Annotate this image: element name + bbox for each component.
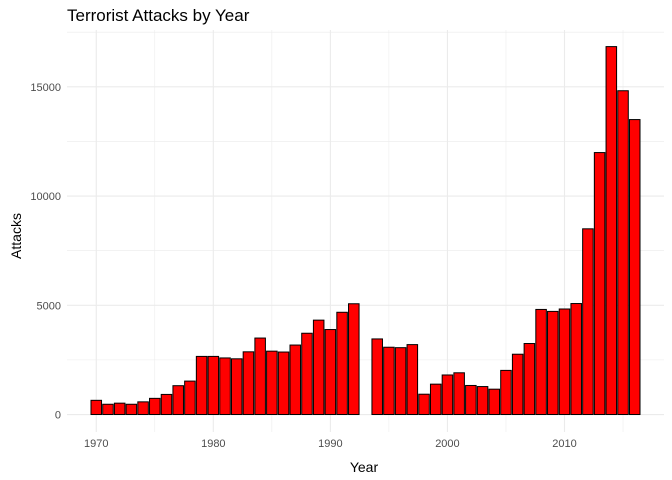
bar-2014 [605, 46, 618, 416]
y-tick-label: 10000 [30, 191, 61, 203]
bar-2007 [523, 343, 536, 416]
bar-1971 [102, 403, 114, 416]
bar-1982 [230, 358, 243, 416]
bar-1989 [312, 319, 325, 416]
bar-1986 [277, 351, 290, 416]
bar-1983 [242, 351, 255, 416]
bar-2010 [558, 308, 571, 416]
bar-1972 [113, 402, 126, 416]
chart-title: Terrorist Attacks by Year [67, 6, 250, 25]
bar-1974 [137, 401, 149, 416]
bar-2000 [441, 374, 454, 416]
bar-2006 [511, 353, 524, 416]
bar-1981 [219, 357, 231, 416]
y-axis-title: Attacks [8, 213, 24, 259]
bar-1979 [195, 355, 208, 416]
bar-2005 [500, 369, 512, 416]
y-tick-label: 0 [55, 410, 61, 422]
x-tick-label: 1970 [84, 438, 108, 450]
bar-1995 [383, 346, 395, 416]
bar-1994 [371, 338, 383, 416]
bar-2012 [582, 228, 594, 416]
bar-1970 [90, 399, 103, 416]
x-tick-label: 1980 [201, 438, 225, 450]
bar-1984 [254, 337, 266, 416]
bar-2011 [570, 303, 582, 416]
bar-1992 [348, 303, 360, 416]
bars [90, 46, 641, 416]
y-tick-label: 15000 [30, 82, 61, 94]
bar-1977 [172, 385, 184, 416]
bar-2002 [465, 384, 477, 416]
bar-1980 [207, 355, 220, 416]
y-tick-label: 5000 [37, 300, 61, 312]
bar-1990 [324, 329, 337, 416]
bar-1985 [266, 350, 278, 416]
bar-1998 [418, 393, 430, 416]
tick-labels: 0 5000 10000 15000 1970 1980 1990 2000 2010 [30, 82, 576, 450]
bar-2008 [535, 308, 547, 416]
x-tick-label: 1990 [318, 438, 342, 450]
x-axis-title: Year [350, 459, 379, 475]
bar-1999 [429, 383, 442, 416]
bar-1996 [394, 347, 407, 416]
bar-1975 [149, 397, 161, 416]
bar-2016 [628, 119, 641, 416]
bar-2009 [547, 310, 559, 416]
bar-2004 [488, 388, 501, 416]
bar-2013 [593, 152, 606, 416]
x-tick-label: 2000 [435, 438, 459, 450]
bar-2001 [453, 372, 465, 416]
bar-1978 [184, 380, 196, 416]
bar-1987 [289, 344, 302, 416]
bar-2003 [476, 386, 489, 416]
bar-1991 [336, 311, 348, 416]
bar-1976 [160, 393, 173, 416]
x-tick-label: 2010 [552, 438, 576, 450]
bar-1973 [125, 403, 138, 416]
bar-1997 [406, 344, 419, 416]
bar-2015 [617, 90, 629, 416]
bar-1988 [301, 332, 313, 416]
